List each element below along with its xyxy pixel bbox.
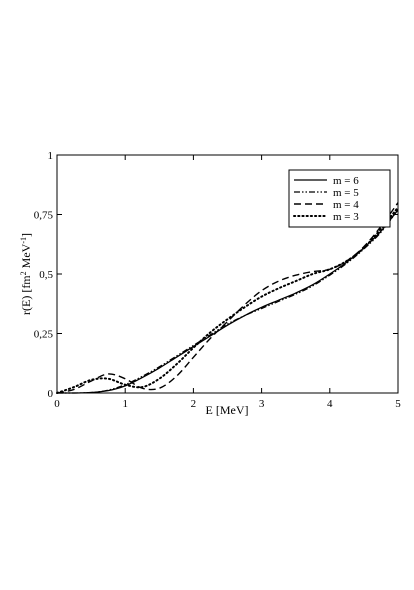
x-tick-label: 5 — [395, 398, 401, 410]
y-tick-label: 1 — [48, 150, 54, 162]
x-tick-label: 3 — [259, 398, 265, 410]
y-axis-title-middle: MeV — [19, 243, 33, 271]
y-tick-label: 0,75 — [34, 210, 54, 222]
series-line-m-5 — [56, 209, 399, 394]
y-axis-title-sup2: -1 — [19, 237, 28, 244]
legend-label: m = 6 — [333, 175, 359, 187]
x-axis-title: E [MeV] — [206, 403, 249, 417]
y-axis: 0 0,25 0,5 0,75 1 — [34, 150, 398, 400]
y-tick-label: 0,25 — [34, 329, 54, 341]
x-tick-label: 2 — [191, 398, 197, 410]
x-tick-label: 1 — [122, 398, 128, 410]
y-axis-title-prefix: r(E) [fm — [19, 275, 33, 315]
series-line-m-6 — [56, 209, 399, 394]
x-axis: 0 1 2 3 4 5 — [54, 155, 401, 410]
x-tick-label: 0 — [54, 398, 60, 410]
series-line-m-4 — [56, 202, 399, 394]
y-axis-title: r(E) [fm2 MeV-1] — [19, 233, 33, 315]
y-axis-title-suffix: ] — [19, 233, 33, 237]
y-tick-label: 0,5 — [39, 269, 53, 281]
legend-label: m = 5 — [333, 187, 359, 199]
series-layer — [56, 202, 399, 394]
legend-label: m = 4 — [333, 199, 359, 211]
y-axis-title-sup1: 2 — [19, 271, 28, 275]
series-line-m-3 — [56, 206, 399, 394]
x-tick-label: 4 — [327, 398, 333, 410]
y-tick-label: 0 — [48, 388, 54, 400]
legend: m = 6m = 5m = 4m = 3 — [288, 169, 391, 228]
legend-label: m = 3 — [333, 211, 359, 223]
